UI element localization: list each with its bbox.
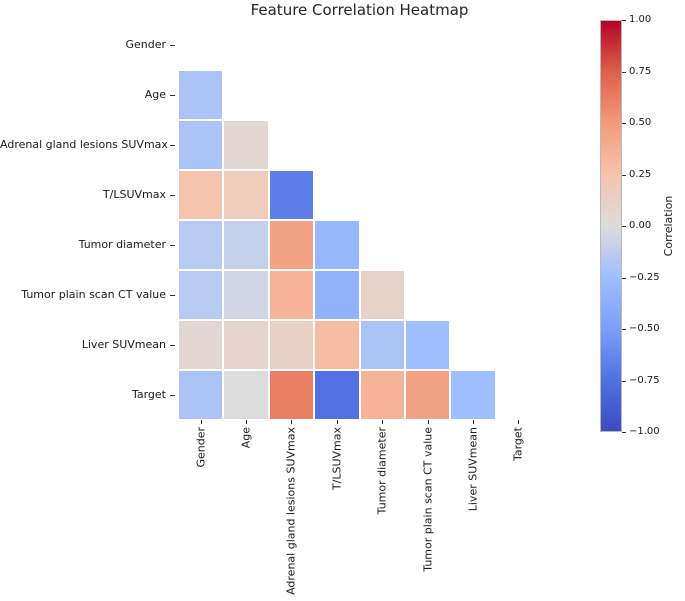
y-tick-mark	[170, 45, 175, 46]
heatmap-cell	[314, 370, 360, 420]
y-tick-mark	[170, 395, 175, 396]
colorbar-tick-mark	[622, 277, 626, 279]
heatmap-cell	[359, 320, 405, 370]
heatmap-cell	[178, 120, 224, 170]
colorbar-tick-mark	[622, 380, 626, 382]
x-tick-label: T/LSUVmax	[330, 427, 344, 491]
heatmap-cell	[178, 220, 224, 270]
colorbar-tick-mark	[622, 71, 626, 73]
y-tick-mark	[170, 345, 175, 346]
x-tick-mark	[291, 420, 293, 424]
colorbar-gradient	[600, 20, 622, 432]
y-tick-mark	[170, 195, 175, 196]
colorbar-tick-label: 1.00	[629, 14, 652, 25]
x-tick-mark	[427, 420, 429, 424]
x-tick-label: Target	[511, 427, 525, 462]
heatmap-cell	[178, 270, 224, 320]
heatmap-cell	[223, 120, 269, 170]
heatmap-cell	[359, 270, 405, 320]
colorbar-tick-mark	[622, 329, 626, 330]
colorbar-tick-label: −0.50	[629, 323, 660, 334]
colorbar-tick-mark	[622, 226, 626, 227]
y-tick-label: Tumor diameter	[78, 238, 166, 251]
heatmap-cell	[223, 170, 269, 220]
colorbar-tick-label: −0.25	[629, 271, 660, 283]
y-tick-label: Liver SUVmean	[81, 338, 166, 351]
colorbar-tick-label: 0.00	[629, 220, 652, 231]
x-tick-mark	[246, 420, 248, 424]
colorbar-tick-label: −1.00	[629, 426, 660, 437]
colorbar-tick-label: −0.75	[629, 374, 660, 386]
x-tick-mark	[472, 420, 474, 424]
colorbar-tick-mark	[622, 432, 626, 433]
y-tick-label: Target	[131, 388, 166, 401]
chart-title: Feature Correlation Heatmap	[250, 1, 469, 19]
heatmap-cell	[223, 270, 269, 320]
heatmap-cell	[404, 320, 451, 370]
y-tick-mark	[170, 245, 175, 246]
heatmap-cell	[268, 170, 315, 220]
y-tick-label: Age	[144, 88, 166, 101]
x-tick-mark	[336, 420, 338, 424]
y-tick-label: Gender	[125, 38, 166, 51]
x-tick-label: Liver SUVmean	[466, 427, 480, 512]
colorbar-tick-label: 0.25	[629, 168, 652, 180]
x-tick-label: Gender	[194, 427, 208, 468]
heatmap-cell	[268, 370, 315, 420]
y-tick-label: Adrenal gland lesions SUVmax	[0, 138, 168, 151]
heatmap-cell	[268, 320, 315, 370]
x-tick-label: Tumor diameter	[375, 427, 389, 515]
y-tick-label: T/LSUVmax	[102, 188, 166, 201]
heatmap-cell	[178, 320, 224, 370]
colorbar-tick-mark	[622, 20, 626, 21]
colorbar-tick-label: 0.75	[629, 65, 652, 77]
heatmap-cell	[178, 370, 224, 420]
x-tick-label: Tumor plain scan CT value	[421, 427, 435, 572]
y-tick-mark	[170, 95, 175, 96]
heatmap-cell	[314, 320, 360, 370]
heatmap-cell	[314, 270, 360, 320]
x-tick-mark	[382, 420, 384, 424]
colorbar-label: Correlation	[662, 195, 675, 257]
heatmap-cell	[268, 220, 315, 270]
colorbar-tick-mark	[622, 123, 626, 124]
heatmap-cell	[178, 70, 224, 120]
heatmap-cell	[359, 370, 405, 420]
y-tick-label: Tumor plain scan CT value	[21, 288, 166, 301]
colorbar-tick-label: 0.50	[629, 117, 652, 128]
x-tick-label: Age	[239, 427, 253, 449]
colorbar-tick-mark	[622, 174, 626, 176]
heatmap-cell	[223, 370, 269, 420]
heatmap-cell	[178, 170, 224, 220]
heatmap-cell	[223, 220, 269, 270]
x-tick-label: Adrenal gland lesions SUVmax	[284, 427, 298, 595]
y-tick-mark	[170, 295, 175, 296]
heatmap-cell	[404, 370, 451, 420]
heatmap-cell	[450, 370, 496, 420]
heatmap-cell	[268, 270, 315, 320]
x-tick-mark	[200, 420, 202, 424]
heatmap-cell	[314, 220, 360, 270]
x-tick-mark	[518, 420, 520, 424]
y-tick-mark	[170, 145, 175, 146]
heatmap-cell	[223, 320, 269, 370]
